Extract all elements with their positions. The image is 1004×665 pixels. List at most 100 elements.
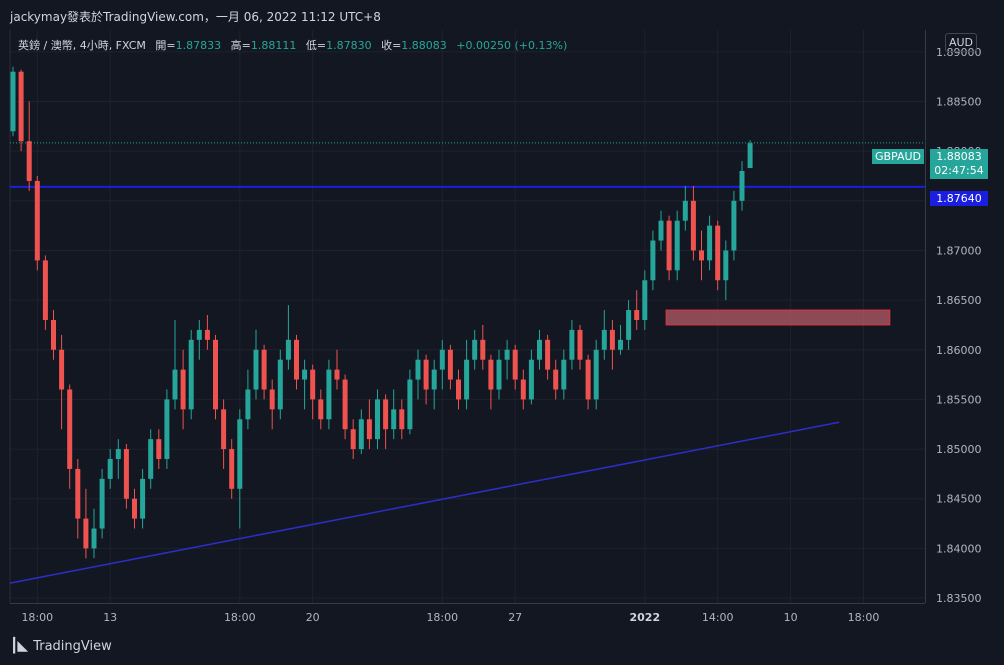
candle-up [302,369,308,380]
x-tick-label: 18:00 [848,611,880,624]
candle-down [399,409,405,430]
candle-down [18,71,24,142]
candle-down [221,409,227,450]
x-tick-label: 2022 [629,611,660,624]
candle-up [285,339,291,360]
current-price-tag: 1.88083 02:47:54 [930,149,988,179]
candle-down [666,220,672,271]
y-tick-label: 1.86500 [936,294,982,307]
candle-up [99,478,105,529]
candle-up [148,439,154,479]
legend-high-value: 1.88111 [250,39,297,52]
candle-up [618,339,623,350]
x-tick-label: 20 [306,611,320,624]
candle-down [609,329,615,350]
candle-up [472,339,478,360]
x-tick-label: 18:00 [224,611,256,624]
candle-up [237,419,243,489]
candle-up [326,369,332,420]
candle-up [504,349,510,360]
candle-down [318,399,324,420]
x-tick-label: 18:00 [426,611,458,624]
candle-up [731,200,737,251]
candle-up [682,200,688,221]
candle-down [34,180,40,261]
candle-up [642,280,648,320]
candle-up [723,250,729,281]
candle-up [188,339,194,410]
candle-up [537,339,542,360]
candle-down [123,449,129,499]
y-tick-label: 1.87000 [936,244,982,257]
candle-down [294,339,299,380]
candle-down [342,379,348,430]
y-tick-label: 1.85000 [936,443,982,456]
candle-down [156,439,162,460]
y-tick-label: 1.86000 [936,344,982,357]
candle-down [553,369,559,390]
y-tick-label: 1.84000 [936,542,982,555]
candle-up [601,329,607,350]
candle-down [334,369,340,380]
candle-up [747,143,753,169]
x-tick-label: 27 [508,611,522,624]
candle-up [569,329,575,360]
candle-up [391,409,397,430]
candle-up [91,528,97,549]
ohlc-legend: 英鎊 / 澳幣, 4小時, FXCM 開=1.87833 高=1.88111 低… [18,37,567,53]
legend-high-label: 高= [230,39,251,52]
candle-down [350,429,356,450]
candle-down [634,310,640,320]
candle-down [229,449,235,489]
candle-down [699,250,704,261]
candle-up [739,171,745,201]
legend-close-value: 1.88083 [401,39,447,52]
candle-up [561,359,567,390]
candle-down [51,319,56,350]
candle-up [707,225,713,261]
candle-down [261,349,267,390]
candle-down [456,379,461,400]
footer-brand: TradingView [33,638,112,654]
candle-down [59,349,65,390]
legend-open-value: 1.87833 [175,39,222,52]
candle-down [447,349,453,380]
candle-up [140,478,146,519]
current-price-value: 1.88083 [936,150,982,163]
candle-down [213,339,218,410]
bar-countdown: 02:47:54 [934,164,984,177]
footer: ┃◣ TradingView [10,638,112,654]
y-tick-label: 1.85500 [936,393,982,406]
candle-up [10,71,16,132]
y-tick-label: 1.84500 [936,493,982,506]
currency-button[interactable]: AUD [945,33,977,52]
candle-down [545,339,551,370]
x-tick-label: 13 [103,611,117,624]
symbol-price-tag: GBPAUD [872,149,924,164]
candle-down [512,349,518,380]
candle-up [253,349,259,390]
candle-down [715,225,721,281]
candle-down [75,468,81,519]
candle-down [383,399,389,430]
candle-down [310,369,316,400]
x-tick-label: 14:00 [702,611,734,624]
legend-open-label: 開= [155,39,176,52]
legend-close-label: 收= [381,39,402,52]
candle-up [277,359,283,410]
candle-down [83,518,89,549]
candle-up [650,240,656,281]
candle-up [164,399,170,460]
candle-up [358,419,364,450]
candle-down [520,379,526,400]
legend-low-label: 低= [305,39,327,52]
candle-up [431,369,437,390]
candle-up [528,359,534,400]
candle-up [196,329,202,340]
candle-down [423,359,429,390]
candle-down [204,329,210,340]
candle-up [407,379,413,430]
candle-down [585,359,591,400]
candle-down [132,498,137,519]
